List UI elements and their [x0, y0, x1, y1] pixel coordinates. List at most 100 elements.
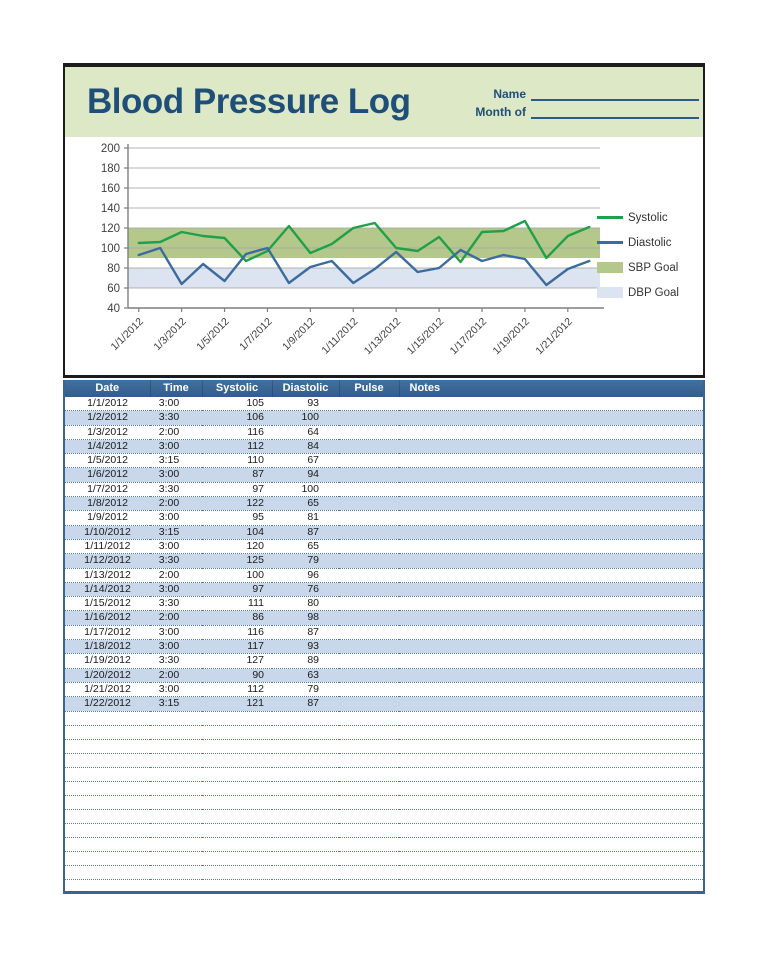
- cell-systolic[interactable]: 127: [202, 653, 272, 669]
- cell-time[interactable]: 3:30: [150, 596, 202, 612]
- cell-notes[interactable]: [399, 610, 703, 626]
- cell-date[interactable]: 1/6/2012: [65, 467, 150, 483]
- cell-date[interactable]: 1/17/2012: [65, 625, 150, 641]
- cell-pulse[interactable]: [339, 696, 399, 712]
- cell-time[interactable]: 3:30: [150, 410, 202, 426]
- cell-notes[interactable]: [399, 425, 703, 440]
- cell-diastolic[interactable]: 63: [272, 668, 339, 683]
- cell-time[interactable]: 3:00: [150, 639, 202, 655]
- cell-time[interactable]: 2:00: [150, 568, 202, 583]
- cell-date[interactable]: 1/5/2012: [65, 453, 150, 469]
- empty-note-line[interactable]: [65, 823, 703, 838]
- cell-notes[interactable]: [399, 582, 703, 598]
- empty-note-line[interactable]: [65, 711, 703, 726]
- cell-notes[interactable]: [399, 682, 703, 698]
- cell-systolic[interactable]: 110: [202, 453, 272, 469]
- cell-systolic[interactable]: 87: [202, 467, 272, 483]
- empty-note-line[interactable]: [65, 809, 703, 824]
- cell-diastolic[interactable]: 94: [272, 467, 339, 483]
- cell-diastolic[interactable]: 65: [272, 539, 339, 555]
- cell-time[interactable]: 3:00: [150, 682, 202, 698]
- cell-systolic[interactable]: 90: [202, 668, 272, 683]
- cell-date[interactable]: 1/18/2012: [65, 639, 150, 655]
- cell-systolic[interactable]: 97: [202, 482, 272, 498]
- cell-date[interactable]: 1/22/2012: [65, 696, 150, 712]
- cell-notes[interactable]: [399, 467, 703, 483]
- cell-date[interactable]: 1/13/2012: [65, 568, 150, 583]
- cell-notes[interactable]: [399, 639, 703, 655]
- cell-time[interactable]: 3:00: [150, 397, 202, 412]
- cell-systolic[interactable]: 112: [202, 682, 272, 698]
- empty-note-line[interactable]: [65, 781, 703, 796]
- cell-notes[interactable]: [399, 696, 703, 712]
- cell-time[interactable]: 3:00: [150, 539, 202, 555]
- cell-pulse[interactable]: [339, 467, 399, 483]
- empty-note-line[interactable]: [65, 739, 703, 754]
- cell-diastolic[interactable]: 87: [272, 525, 339, 540]
- cell-diastolic[interactable]: 76: [272, 582, 339, 598]
- cell-date[interactable]: 1/3/2012: [65, 425, 150, 440]
- cell-notes[interactable]: [399, 568, 703, 583]
- cell-time[interactable]: 3:30: [150, 653, 202, 669]
- cell-systolic[interactable]: 117: [202, 639, 272, 655]
- cell-notes[interactable]: [399, 496, 703, 512]
- cell-pulse[interactable]: [339, 653, 399, 669]
- empty-note-line[interactable]: [65, 795, 703, 810]
- cell-date[interactable]: 1/19/2012: [65, 653, 150, 669]
- cell-diastolic[interactable]: 80: [272, 596, 339, 612]
- cell-time[interactable]: 3:15: [150, 525, 202, 540]
- cell-notes[interactable]: [399, 510, 703, 526]
- cell-date[interactable]: 1/9/2012: [65, 510, 150, 526]
- cell-diastolic[interactable]: 67: [272, 453, 339, 469]
- empty-note-line[interactable]: [65, 837, 703, 852]
- cell-time[interactable]: 3:00: [150, 582, 202, 598]
- cell-pulse[interactable]: [339, 596, 399, 612]
- cell-pulse[interactable]: [339, 397, 399, 412]
- cell-pulse[interactable]: [339, 425, 399, 440]
- cell-pulse[interactable]: [339, 539, 399, 555]
- cell-date[interactable]: 1/16/2012: [65, 610, 150, 626]
- cell-notes[interactable]: [399, 553, 703, 569]
- cell-pulse[interactable]: [339, 439, 399, 455]
- empty-note-line[interactable]: [65, 851, 703, 866]
- cell-diastolic[interactable]: 89: [272, 653, 339, 669]
- cell-diastolic[interactable]: 96: [272, 568, 339, 583]
- cell-notes[interactable]: [399, 625, 703, 641]
- cell-notes[interactable]: [399, 439, 703, 455]
- cell-notes[interactable]: [399, 596, 703, 612]
- cell-time[interactable]: 2:00: [150, 668, 202, 683]
- cell-time[interactable]: 3:15: [150, 696, 202, 712]
- cell-diastolic[interactable]: 93: [272, 639, 339, 655]
- cell-date[interactable]: 1/2/2012: [65, 410, 150, 426]
- empty-note-line[interactable]: [65, 753, 703, 768]
- cell-pulse[interactable]: [339, 582, 399, 598]
- month-input-line[interactable]: [531, 105, 699, 119]
- cell-systolic[interactable]: 116: [202, 425, 272, 440]
- cell-pulse[interactable]: [339, 568, 399, 583]
- cell-time[interactable]: 2:00: [150, 610, 202, 626]
- cell-diastolic[interactable]: 79: [272, 553, 339, 569]
- cell-notes[interactable]: [399, 653, 703, 669]
- cell-systolic[interactable]: 111: [202, 596, 272, 612]
- cell-diastolic[interactable]: 98: [272, 610, 339, 626]
- cell-systolic[interactable]: 104: [202, 525, 272, 540]
- cell-pulse[interactable]: [339, 525, 399, 540]
- empty-note-line[interactable]: [65, 879, 703, 892]
- cell-date[interactable]: 1/10/2012: [65, 525, 150, 540]
- cell-systolic[interactable]: 105: [202, 397, 272, 412]
- cell-notes[interactable]: [399, 668, 703, 683]
- cell-pulse[interactable]: [339, 553, 399, 569]
- cell-time[interactable]: 3:30: [150, 482, 202, 498]
- cell-pulse[interactable]: [339, 482, 399, 498]
- cell-diastolic[interactable]: 87: [272, 625, 339, 641]
- cell-pulse[interactable]: [339, 496, 399, 512]
- cell-notes[interactable]: [399, 539, 703, 555]
- cell-diastolic[interactable]: 100: [272, 410, 339, 426]
- cell-time[interactable]: 3:00: [150, 625, 202, 641]
- cell-time[interactable]: 2:00: [150, 425, 202, 440]
- cell-diastolic[interactable]: 87: [272, 696, 339, 712]
- cell-systolic[interactable]: 97: [202, 582, 272, 598]
- cell-pulse[interactable]: [339, 453, 399, 469]
- cell-date[interactable]: 1/8/2012: [65, 496, 150, 512]
- cell-systolic[interactable]: 120: [202, 539, 272, 555]
